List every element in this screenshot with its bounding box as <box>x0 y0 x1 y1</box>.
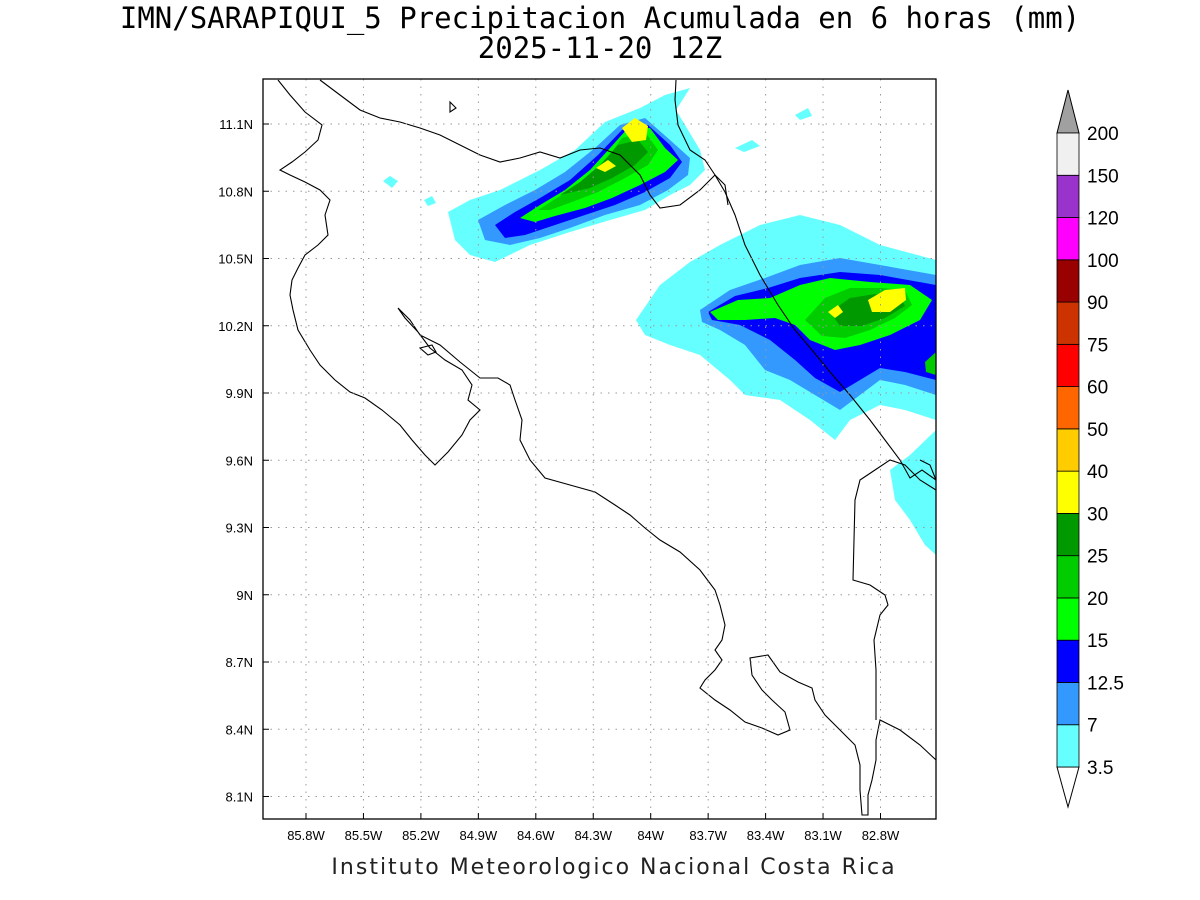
lat-tick-label: 8.1N <box>226 790 253 805</box>
lat-tick-label: 11.1N <box>219 117 253 132</box>
precip-core-nw-yellow <box>622 118 648 142</box>
colorbar-level-label: 60 <box>1087 378 1108 399</box>
colorbar-level-label: 7 <box>1087 716 1098 737</box>
colorbar-segment <box>1056 301 1080 345</box>
map-subtitle-date: 2025-11-20 12Z <box>477 31 723 65</box>
coastline-caribbean <box>674 79 937 481</box>
precipitation-colorbar: 3.5 7 12.5 15 20 25 30 40 50 60 75 90 100 120 150 200 <box>1056 89 1124 809</box>
colorbar-level-label: 15 <box>1087 631 1108 652</box>
colorbar-segment <box>1056 386 1080 430</box>
colorbar-level-label: 120 <box>1087 209 1119 230</box>
credit-text: Instituto Meteorologico Nacional Costa R… <box>331 855 897 880</box>
colorbar-level-label: 3.5 <box>1087 758 1113 779</box>
colorbar-segment <box>1056 513 1080 557</box>
colorbar-level-label: 12.5 <box>1087 673 1124 694</box>
map-title: IMN/SARAPIQUI_5 Precipitacion Acumulada … <box>119 1 1081 35</box>
colorbar-level-label: 150 <box>1087 166 1119 187</box>
coastlines-and-borders <box>277 79 937 816</box>
colorbar-segment <box>1056 682 1080 726</box>
colorbar-segment <box>1056 724 1080 768</box>
precip-band-se-cyan <box>890 430 936 555</box>
precip-core-nw-yellow-2 <box>596 160 616 172</box>
colorbar-segment <box>1056 132 1080 176</box>
colorbar-level-label: 50 <box>1087 420 1108 441</box>
lat-tick-label: 9.6N <box>226 453 253 468</box>
colorbar-segment <box>1056 597 1080 641</box>
colorbar-level-label: 200 <box>1087 124 1119 145</box>
lat-tick-label: 10.2N <box>218 319 253 334</box>
coastline-south-panama <box>919 459 937 481</box>
colorbar-segment <box>1056 555 1080 599</box>
lon-tick-label: 83.7W <box>689 828 727 843</box>
lon-tick-label: 84.6W <box>517 828 555 843</box>
lon-tick-label: 84W <box>637 828 664 843</box>
lat-tick-label: 9N <box>236 588 253 603</box>
latitude-tick-labels: 11.1N 10.8N 10.5N 10.2N 9.9N 9.6N 9.3N 9N 8.7N 8.… <box>218 117 269 805</box>
precip-small-cyan-1 <box>383 176 398 188</box>
longitude-tick-labels: 85.8W 85.5W 85.2W 84.9W 84.6W 84.3W 84W 83.7W 83… <box>287 813 900 843</box>
colorbar-level-label: 100 <box>1087 251 1119 272</box>
colorbar-level-label: 20 <box>1087 589 1108 610</box>
lat-tick-label: 8.7N <box>226 655 253 670</box>
colorbar-min-arrow <box>1056 766 1080 809</box>
lat-tick-label: 9.9N <box>226 386 253 401</box>
lat-tick-label: 10.5N <box>218 252 253 267</box>
lat-tick-label: 8.4N <box>226 722 253 737</box>
colorbar-level-label: 75 <box>1087 335 1108 356</box>
precip-band-e2-green <box>925 352 936 375</box>
colorbar-segment <box>1056 343 1080 388</box>
precip-core-e-yellow-2 <box>828 305 843 318</box>
lon-tick-label: 84.3W <box>574 828 612 843</box>
colorbar-level-label: 25 <box>1087 547 1108 568</box>
colorbar-segment <box>1056 639 1080 683</box>
lat-tick-label: 10.8N <box>218 184 253 199</box>
precipitation-field <box>383 88 936 555</box>
precip-small-cyan-2 <box>424 196 436 206</box>
colorbar-segment <box>1056 174 1080 218</box>
lat-tick-label: 9.3N <box>226 521 253 536</box>
colorbar-segment <box>1056 470 1080 514</box>
colorbar-max-arrow <box>1056 89 1080 134</box>
coastline-nicoya-detail <box>418 344 437 356</box>
lon-tick-label: 83.1W <box>804 828 842 843</box>
precip-core-e-yellow <box>868 288 906 312</box>
lon-tick-label: 85.2W <box>402 828 440 843</box>
colorbar-level-label: 30 <box>1087 504 1108 525</box>
map-frame <box>262 78 937 820</box>
colorbar-segment <box>1056 217 1080 261</box>
border-nicaragua <box>319 79 729 209</box>
precip-small-cyan-3 <box>735 140 760 152</box>
coastline-nicaragua-lake <box>449 100 457 114</box>
lon-tick-label: 85.5W <box>345 828 383 843</box>
lon-tick-label: 84.9W <box>460 828 498 843</box>
colorbar-segment <box>1056 428 1080 472</box>
lon-tick-label: 85.8W <box>287 828 325 843</box>
coastline-pacific <box>277 79 937 816</box>
lon-tick-label: 83.4W <box>747 828 785 843</box>
border-panama <box>852 459 937 720</box>
colorbar-segment <box>1056 259 1080 303</box>
lon-tick-label: 82.8W <box>862 828 900 843</box>
colorbar-level-label: 90 <box>1087 293 1108 314</box>
colorbar-level-label: 40 <box>1087 462 1108 483</box>
precip-small-cyan-4 <box>795 108 812 120</box>
